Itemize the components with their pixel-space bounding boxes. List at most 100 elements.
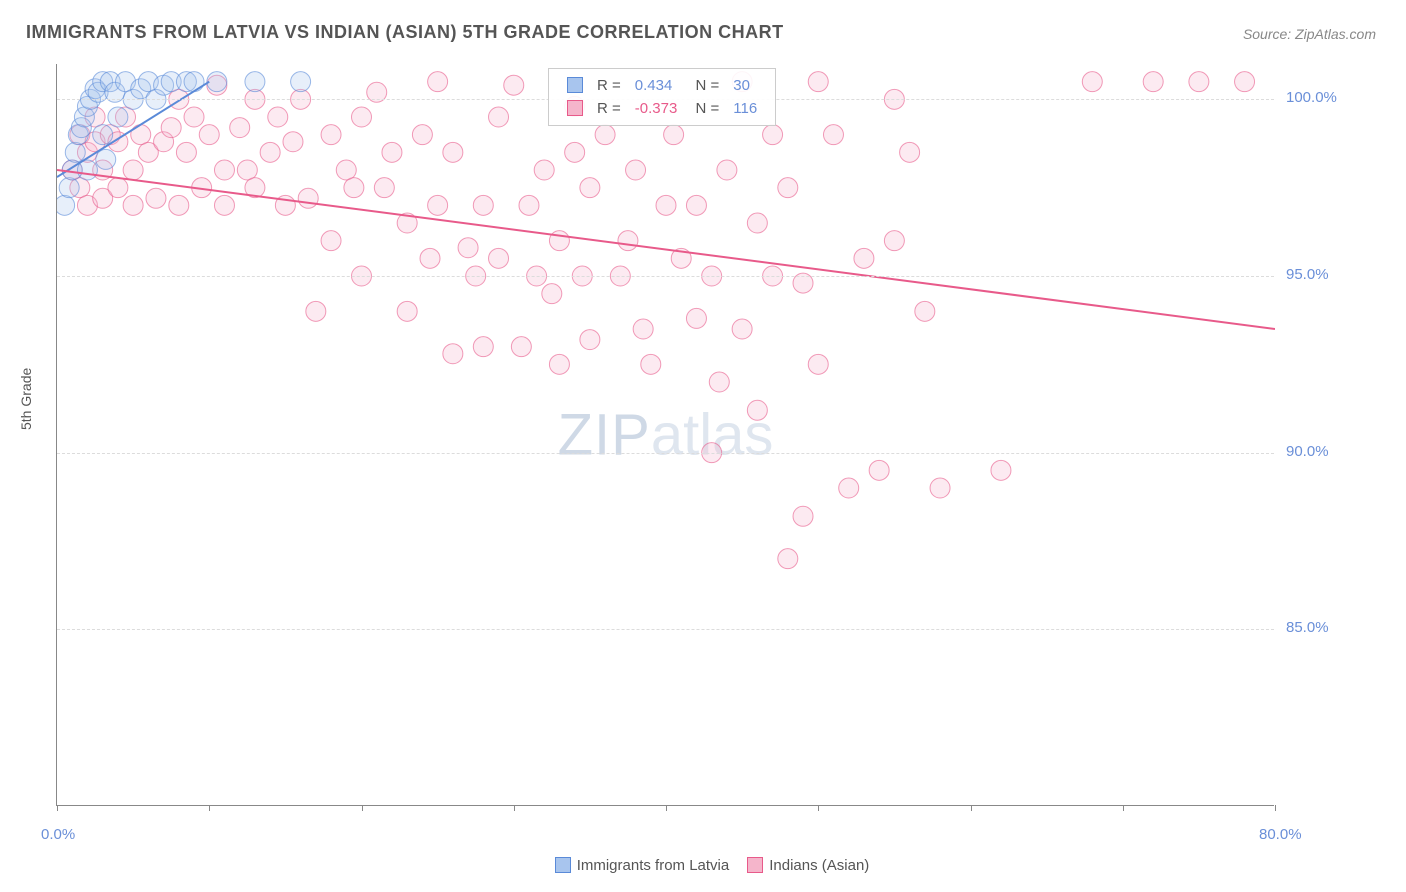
data-point — [633, 319, 653, 339]
data-point — [412, 125, 432, 145]
data-point — [336, 160, 356, 180]
data-point — [382, 142, 402, 162]
x-tick — [666, 805, 667, 811]
data-point — [747, 400, 767, 420]
data-point — [184, 72, 204, 92]
data-point — [1235, 72, 1255, 92]
data-point — [260, 142, 280, 162]
y-tick-label: 95.0% — [1286, 266, 1329, 283]
data-point — [443, 344, 463, 364]
y-tick-label: 85.0% — [1286, 619, 1329, 636]
x-tick — [362, 805, 363, 811]
data-point — [839, 478, 859, 498]
stats-row: R =0.434 N =30 — [561, 75, 763, 96]
x-tick — [514, 805, 515, 811]
data-point — [169, 195, 189, 215]
x-tick — [1123, 805, 1124, 811]
data-point — [420, 248, 440, 268]
data-point — [542, 284, 562, 304]
data-point — [298, 188, 318, 208]
data-point — [511, 337, 531, 357]
data-point — [915, 301, 935, 321]
data-point — [428, 195, 448, 215]
data-point — [352, 107, 372, 127]
x-tick — [209, 805, 210, 811]
data-point — [123, 195, 143, 215]
data-point — [176, 142, 196, 162]
series-legend: Immigrants from LatviaIndians (Asian) — [0, 857, 1406, 874]
plot-area: ZIPatlas — [56, 64, 1274, 806]
data-point — [869, 460, 889, 480]
data-point — [123, 160, 143, 180]
data-point — [374, 178, 394, 198]
data-point — [108, 178, 128, 198]
data-point — [199, 125, 219, 145]
data-point — [428, 72, 448, 92]
data-point — [321, 125, 341, 145]
data-point — [732, 319, 752, 339]
data-point — [65, 142, 85, 162]
data-point — [900, 142, 920, 162]
data-point — [504, 75, 524, 95]
data-point — [686, 308, 706, 328]
data-point — [930, 478, 950, 498]
data-point — [709, 372, 729, 392]
stats-row: R =-0.373 N =116 — [561, 98, 763, 119]
x-tick-label: 0.0% — [41, 826, 75, 843]
data-point — [96, 149, 116, 169]
data-point — [778, 549, 798, 569]
data-point — [93, 125, 113, 145]
data-point — [618, 231, 638, 251]
data-point — [321, 231, 341, 251]
data-point — [595, 125, 615, 145]
data-point — [489, 248, 509, 268]
data-point — [763, 125, 783, 145]
data-point — [306, 301, 326, 321]
data-point — [146, 188, 166, 208]
source-label: Source: ZipAtlas.com — [1243, 26, 1376, 42]
data-point — [344, 178, 364, 198]
data-point — [808, 72, 828, 92]
data-point — [747, 213, 767, 233]
data-point — [397, 301, 417, 321]
data-point — [1189, 72, 1209, 92]
data-point — [854, 248, 874, 268]
data-point — [214, 160, 234, 180]
data-point — [57, 195, 75, 215]
x-tick — [1275, 805, 1276, 811]
data-point — [473, 337, 493, 357]
data-point — [443, 142, 463, 162]
data-point — [549, 354, 569, 374]
y-tick-label: 100.0% — [1286, 89, 1337, 106]
data-point — [291, 72, 311, 92]
data-point — [664, 125, 684, 145]
data-point — [641, 354, 661, 374]
y-axis-label: 5th Grade — [18, 368, 34, 430]
gridline — [57, 276, 1274, 277]
data-point — [108, 107, 128, 127]
gridline — [57, 453, 1274, 454]
data-point — [808, 354, 828, 374]
data-point — [1082, 72, 1102, 92]
data-point — [884, 231, 904, 251]
data-point — [991, 460, 1011, 480]
data-point — [131, 125, 151, 145]
data-point — [519, 195, 539, 215]
data-point — [207, 72, 227, 92]
data-point — [580, 178, 600, 198]
data-point — [656, 195, 676, 215]
legend-label: Indians (Asian) — [769, 857, 869, 874]
x-tick-label: 80.0% — [1259, 826, 1302, 843]
data-point — [580, 330, 600, 350]
data-point — [778, 178, 798, 198]
data-point — [283, 132, 303, 152]
data-point — [458, 238, 478, 258]
x-tick — [971, 805, 972, 811]
x-tick — [818, 805, 819, 811]
data-point — [823, 125, 843, 145]
data-point — [717, 160, 737, 180]
data-point — [489, 107, 509, 127]
chart-title: IMMIGRANTS FROM LATVIA VS INDIAN (ASIAN)… — [26, 22, 784, 43]
data-point — [268, 107, 288, 127]
data-point — [214, 195, 234, 215]
